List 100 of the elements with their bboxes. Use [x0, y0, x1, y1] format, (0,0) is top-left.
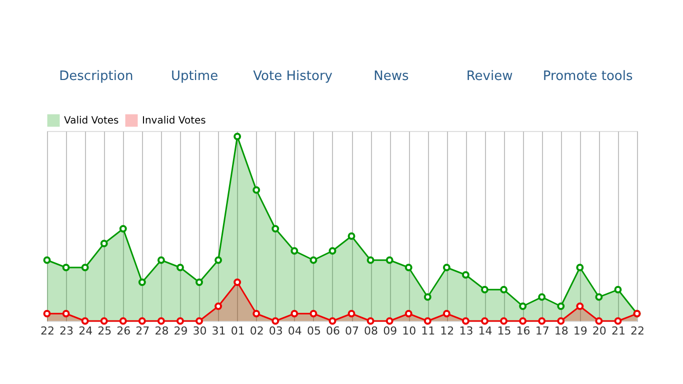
point — [614, 317, 622, 325]
point — [348, 232, 356, 240]
point — [62, 264, 70, 272]
text: Description — [59, 69, 134, 84]
x-tick-label: 02 — [250, 324, 264, 338]
point — [43, 310, 51, 318]
point — [328, 317, 336, 325]
point — [538, 293, 546, 301]
point — [81, 264, 89, 272]
point — [176, 264, 184, 272]
x-tick-label: 31 — [212, 324, 226, 338]
point — [100, 317, 108, 325]
point — [157, 256, 165, 264]
x-tick-label: 25 — [98, 324, 112, 338]
x-tick-label: 07 — [345, 324, 360, 338]
point — [138, 317, 146, 325]
point — [310, 310, 318, 318]
x-tick-label: 26 — [116, 324, 131, 338]
point — [366, 256, 374, 264]
point — [157, 317, 165, 325]
point — [234, 278, 242, 286]
x-tick-label: 11 — [421, 324, 436, 338]
text: Vote History — [253, 69, 333, 84]
point — [138, 278, 146, 286]
point — [538, 317, 546, 325]
point — [424, 317, 432, 325]
point — [519, 317, 527, 325]
x-tick-label: 01 — [230, 324, 245, 338]
x-tick-label: 20 — [592, 324, 606, 338]
x-tick-label: 05 — [306, 324, 321, 338]
text: Review — [466, 69, 514, 84]
point — [348, 310, 356, 318]
point — [290, 310, 298, 318]
x-tick-label: 18 — [554, 324, 568, 338]
x-tick-label: 12 — [440, 324, 454, 338]
text: News — [374, 69, 409, 84]
text: Promote tools — [542, 69, 633, 84]
point — [576, 264, 584, 272]
x-tick-label: 16 — [516, 324, 530, 338]
point — [176, 317, 184, 325]
point — [62, 310, 70, 318]
x-tick-label: 27 — [136, 324, 150, 338]
x-tick-label: 14 — [478, 324, 492, 338]
x-tick-label: 19 — [573, 324, 588, 338]
x-tick-label: 22 — [630, 324, 644, 338]
point — [442, 310, 450, 318]
point — [500, 317, 508, 325]
point — [234, 132, 242, 140]
x-tick-label: 22 — [40, 324, 54, 338]
point — [252, 310, 260, 318]
point — [81, 317, 89, 325]
point — [557, 302, 565, 310]
point — [595, 293, 603, 301]
legend-label: Invalid Votes — [142, 116, 206, 127]
point — [252, 186, 260, 194]
point — [442, 264, 450, 272]
x-tick-label: 09 — [383, 324, 398, 338]
text: Uptime — [170, 69, 218, 84]
point — [366, 317, 374, 325]
x-tick-label: 08 — [364, 324, 378, 338]
x-tick-label: 23 — [60, 324, 74, 338]
point — [424, 293, 432, 301]
point — [481, 317, 488, 325]
point — [404, 310, 412, 318]
point — [481, 286, 488, 294]
point — [595, 317, 603, 325]
x-tick-label: 15 — [497, 324, 512, 338]
point — [196, 278, 203, 286]
point — [386, 256, 394, 264]
x-tick-label: 28 — [154, 324, 169, 338]
x-tick-label: 17 — [535, 324, 550, 338]
point — [196, 317, 203, 325]
point — [462, 317, 470, 325]
x-tick-label: 13 — [459, 324, 474, 338]
point — [519, 302, 527, 310]
point — [404, 264, 412, 272]
x-tick-label: 30 — [192, 324, 207, 338]
point — [576, 302, 584, 310]
point — [500, 286, 508, 294]
point — [119, 225, 127, 232]
x-tick-label: 21 — [611, 324, 626, 338]
point — [328, 247, 336, 255]
point — [214, 256, 222, 264]
point — [386, 317, 394, 325]
x-tick-label: 03 — [268, 324, 283, 338]
x-tick-label: 29 — [174, 324, 188, 338]
point — [119, 317, 127, 325]
point — [614, 286, 622, 294]
legend-label: Valid Votes — [64, 116, 119, 127]
point — [557, 317, 565, 325]
x-tick-label: 10 — [402, 324, 416, 338]
point — [290, 247, 298, 255]
point — [272, 225, 280, 232]
x-tick-label: 06 — [326, 324, 340, 338]
x-tick-label: 04 — [288, 324, 302, 338]
x-tick-label: 24 — [78, 324, 93, 338]
point — [100, 240, 108, 248]
point — [310, 256, 318, 264]
point — [43, 256, 51, 264]
point — [214, 302, 222, 310]
